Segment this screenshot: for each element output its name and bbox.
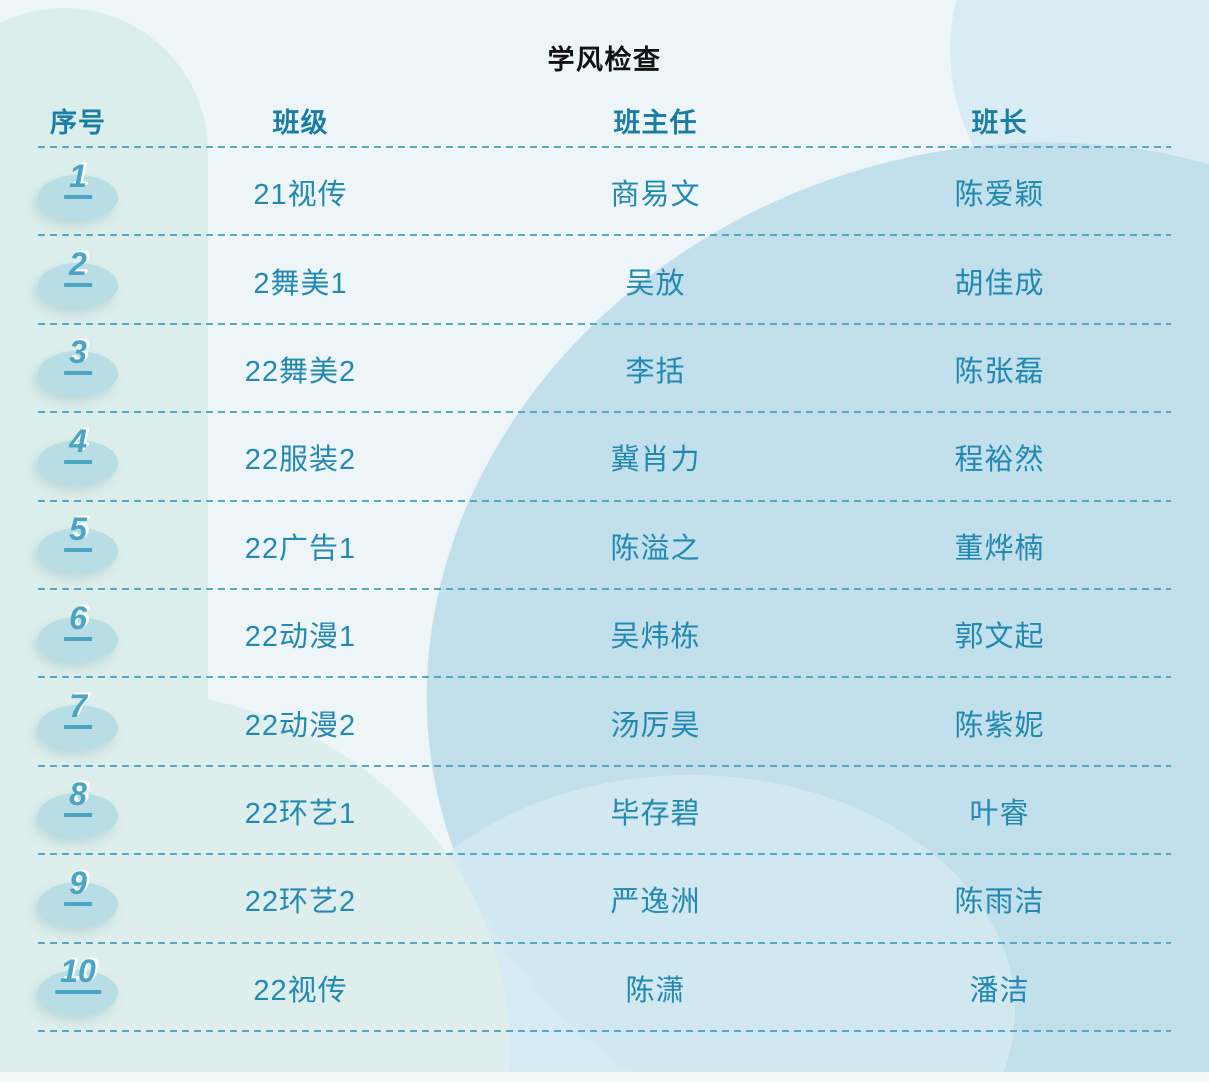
monitor-cell: 陈紫妮 [954, 709, 1045, 742]
monitor-cell: 郭文起 [954, 621, 1045, 654]
row-number: 6 [64, 602, 92, 641]
column-header-monitor: 班长 [971, 107, 1028, 138]
table-row: 3 22舞美2 李括 陈张磊 [38, 325, 1171, 414]
table-row: 2 2舞美1 吴放 胡佳成 [38, 236, 1171, 326]
class-cell: 22舞美2 [244, 355, 357, 388]
monitor-cell: 程裕然 [954, 444, 1045, 477]
row-number: 8 [64, 778, 92, 818]
seq-cell: 6 [38, 602, 118, 662]
table-body: 1 21视传 商易文 陈爱颖 2 2舞美1 吴放 胡佳成 3 22舞美2 李括 … [38, 148, 1171, 1033]
seq-cell: 8 [38, 778, 118, 839]
row-number: 7 [64, 690, 92, 730]
table-row: 6 22动漫1 吴炜栋 郭文起 [38, 590, 1171, 679]
teacher-cell: 毕存碧 [610, 797, 701, 830]
seq-cell: 1 [38, 160, 118, 220]
class-cell: 22广告1 [244, 532, 357, 565]
table-row: 1 21视传 商易文 陈爱颖 [38, 148, 1171, 237]
monitor-cell: 胡佳成 [954, 267, 1045, 300]
column-header-class: 班级 [272, 107, 329, 138]
row-number-badge: 8 [38, 778, 118, 839]
row-number-badge: 1 [38, 160, 118, 220]
seq-cell: 10 [38, 955, 118, 1016]
page-title: 学风检查 [547, 44, 662, 75]
class-cell: 22视传 [253, 974, 348, 1007]
table-header-row: 序号 班级 班主任 班长 [38, 92, 1171, 148]
seq-cell: 7 [38, 690, 118, 751]
row-number-badge: 4 [38, 425, 118, 485]
row-number-badge: 6 [38, 602, 118, 662]
monitor-cell: 陈张磊 [954, 355, 1045, 388]
class-cell: 22动漫1 [244, 621, 357, 654]
monitor-cell: 叶睿 [969, 797, 1030, 830]
teacher-cell: 商易文 [610, 179, 701, 212]
teacher-cell: 冀肖力 [610, 444, 701, 477]
class-cell: 21视传 [253, 179, 348, 212]
row-number-badge: 3 [38, 336, 118, 397]
row-number-badge: 9 [38, 867, 118, 927]
row-number: 1 [64, 160, 92, 199]
table-row: 10 22视传 陈潇 潘洁 [38, 944, 1171, 1033]
monitor-cell: 潘洁 [969, 974, 1030, 1007]
column-header-teacher: 班主任 [613, 107, 698, 138]
table-row: 8 22环艺1 毕存碧 叶睿 [38, 767, 1171, 856]
seq-cell: 5 [38, 513, 118, 574]
teacher-cell: 严逸洲 [610, 886, 701, 919]
seq-cell: 4 [38, 425, 118, 485]
class-cell: 22环艺1 [244, 797, 357, 830]
table-row: 9 22环艺2 严逸洲 陈雨洁 [38, 855, 1171, 944]
page-bottom-edge [0, 1072, 1209, 1082]
row-number: 9 [64, 867, 92, 906]
row-number: 2 [64, 248, 92, 288]
monitor-cell: 陈雨洁 [954, 886, 1045, 919]
monitor-cell: 董烨楠 [954, 532, 1045, 565]
seq-cell: 9 [38, 867, 118, 927]
column-header-seq: 序号 [50, 107, 106, 138]
row-number-badge: 5 [38, 513, 118, 574]
row-number: 3 [64, 336, 92, 376]
monitor-cell: 陈爱颖 [954, 179, 1045, 212]
row-number-badge: 2 [38, 248, 118, 309]
teacher-cell: 李括 [625, 355, 686, 388]
row-number-badge: 10 [38, 955, 118, 1016]
teacher-cell: 吴放 [625, 267, 686, 300]
class-cell: 2舞美1 [253, 267, 348, 300]
inspection-table: 序号 班级 班主任 班长 1 21视传 商易文 陈爱颖 2 2舞美1 吴放 胡佳… [38, 92, 1171, 1033]
seq-cell: 3 [38, 336, 118, 397]
row-number-badge: 7 [38, 690, 118, 751]
teacher-cell: 陈溢之 [610, 532, 701, 565]
table-row: 4 22服装2 冀肖力 程裕然 [38, 413, 1171, 502]
teacher-cell: 吴炜栋 [610, 621, 701, 654]
class-cell: 22动漫2 [244, 709, 357, 742]
teacher-cell: 陈潇 [625, 974, 686, 1007]
table-row: 5 22广告1 陈溢之 董烨楠 [38, 502, 1171, 591]
table-row: 7 22动漫2 汤厉昊 陈紫妮 [38, 678, 1171, 768]
row-number: 5 [64, 513, 92, 553]
row-number: 10 [55, 955, 101, 995]
class-cell: 22环艺2 [244, 886, 357, 919]
class-cell: 22服装2 [244, 444, 357, 477]
teacher-cell: 汤厉昊 [610, 709, 701, 742]
seq-cell: 2 [38, 248, 118, 309]
row-number: 4 [64, 425, 92, 464]
